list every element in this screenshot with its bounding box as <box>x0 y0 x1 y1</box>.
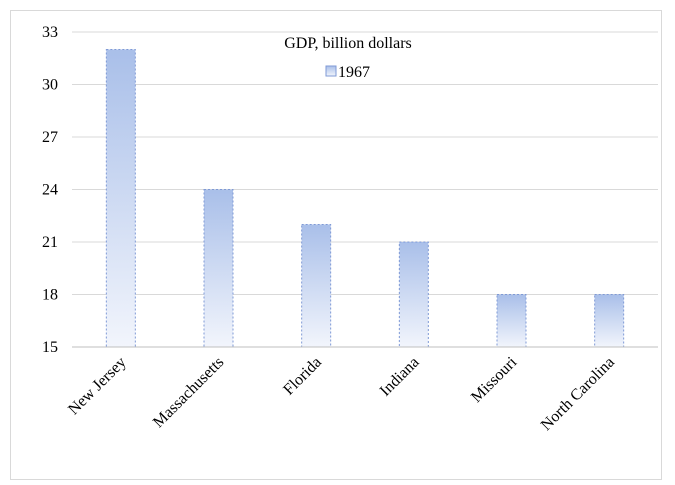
bar <box>301 224 332 348</box>
x-tick-label: Indiana <box>377 354 423 400</box>
y-tick-label: 24 <box>42 182 58 199</box>
legend-label: 1967 <box>338 64 370 81</box>
bar <box>594 294 625 348</box>
x-axis-ticks: New Jersey Massachusetts Florida Indiana Mis… <box>65 353 618 434</box>
y-tick-label: 18 <box>42 287 58 304</box>
y-tick-label: 33 <box>42 24 58 41</box>
legend: GDP, billion dollars 1967 <box>284 35 412 81</box>
bar <box>203 189 234 348</box>
x-tick-label: Massachusetts <box>150 354 227 431</box>
bar <box>496 294 527 348</box>
bars <box>105 49 625 348</box>
y-tick-label: 27 <box>42 129 58 146</box>
legend-swatch <box>325 65 337 77</box>
gridlines <box>72 31 658 295</box>
y-axis-ticks: 15 18 21 24 27 30 33 <box>42 24 58 356</box>
y-tick-label: 15 <box>42 339 58 356</box>
bar <box>105 49 136 348</box>
x-tick-label: Missouri <box>468 353 521 406</box>
x-tick-label: North Carolina <box>538 354 618 434</box>
y-tick-label: 21 <box>42 234 58 251</box>
x-tick-label: New Jersey <box>65 354 129 418</box>
y-tick-label: 30 <box>42 77 58 94</box>
x-tick-label: Florida <box>280 354 325 399</box>
chart-title: GDP, billion dollars <box>284 35 412 52</box>
bar <box>398 241 429 348</box>
